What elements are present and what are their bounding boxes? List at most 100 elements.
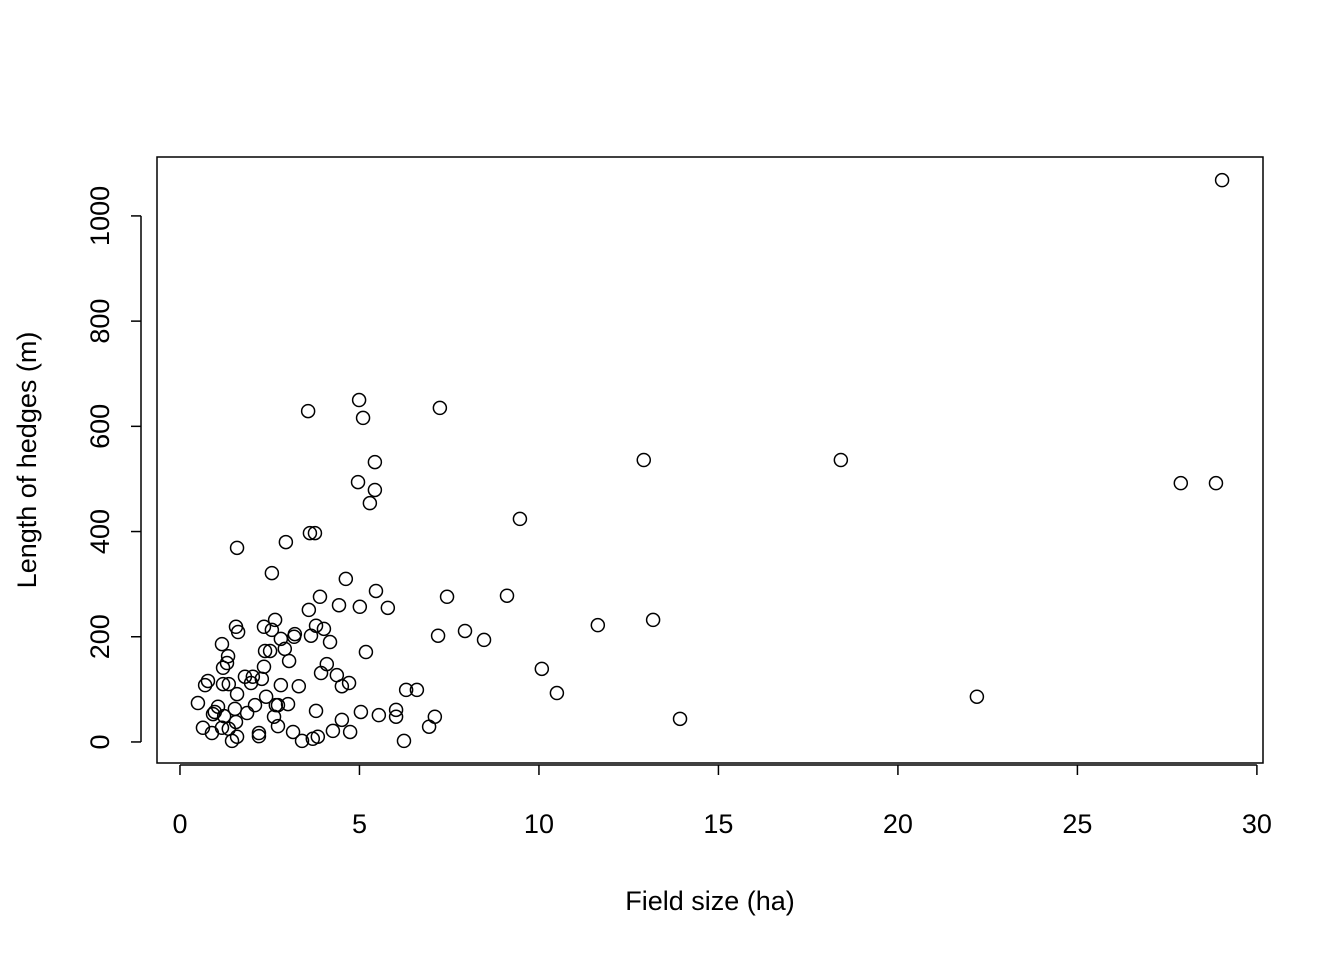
point [229, 540, 245, 556]
x-tick-label: 15 [703, 809, 733, 839]
point [316, 621, 332, 637]
point [251, 725, 267, 741]
point [312, 589, 328, 605]
point [256, 619, 272, 635]
point [302, 525, 318, 541]
point [256, 659, 272, 674]
point [195, 720, 211, 736]
point [197, 677, 213, 693]
point [421, 719, 437, 734]
y-tick-label: 0 [85, 734, 115, 749]
point [190, 695, 206, 711]
x-tick-label: 10 [524, 809, 554, 839]
point [251, 728, 267, 744]
point [512, 511, 528, 527]
point [358, 644, 374, 660]
point [207, 704, 223, 720]
point [367, 454, 383, 470]
point [273, 631, 289, 647]
point [267, 612, 283, 628]
point [329, 667, 345, 683]
x-tick-label: 20 [883, 809, 913, 839]
point [300, 403, 316, 419]
point [308, 703, 324, 719]
point [636, 452, 652, 468]
point [221, 721, 237, 737]
point [285, 724, 301, 740]
point [457, 623, 473, 639]
point [277, 641, 293, 657]
point [549, 685, 565, 701]
point [534, 661, 550, 677]
point [214, 636, 230, 652]
point [352, 599, 368, 615]
point [247, 697, 263, 713]
point [291, 678, 307, 694]
point [307, 525, 323, 541]
x-axis-label: Field size (ha) [625, 886, 795, 916]
x-tick-label: 0 [172, 809, 187, 839]
point [264, 622, 280, 638]
point [215, 676, 231, 692]
point [331, 597, 347, 613]
point [396, 733, 412, 749]
point [1214, 172, 1230, 188]
point [355, 410, 371, 426]
point [432, 400, 448, 416]
point [499, 588, 515, 603]
point [427, 709, 443, 724]
point [268, 697, 284, 713]
point [229, 729, 245, 744]
y-tick-label: 400 [85, 509, 115, 554]
point [262, 643, 278, 659]
point [205, 706, 221, 722]
point [590, 617, 606, 633]
point [833, 452, 849, 468]
point [278, 534, 294, 550]
point [1208, 475, 1224, 491]
point [409, 682, 425, 698]
point [325, 723, 341, 739]
y-tick-label: 1000 [85, 186, 115, 246]
point [303, 628, 319, 643]
point [313, 665, 329, 681]
point [388, 709, 404, 724]
point [239, 705, 255, 721]
point [305, 731, 321, 747]
point [969, 689, 985, 704]
point [281, 653, 297, 669]
point [228, 619, 244, 635]
point [645, 612, 661, 628]
point [338, 571, 354, 587]
point [228, 714, 244, 730]
point [301, 602, 317, 618]
point [371, 707, 387, 723]
point [350, 474, 366, 490]
point [367, 482, 383, 498]
point [221, 676, 237, 692]
x-tick-label: 25 [1062, 809, 1092, 839]
point [380, 600, 396, 616]
y-tick-label: 800 [85, 299, 115, 344]
point [368, 583, 384, 599]
point [200, 673, 216, 689]
y-tick-label: 600 [85, 404, 115, 449]
point [341, 675, 357, 691]
point [237, 669, 253, 684]
x-tick-label: 5 [352, 809, 367, 839]
point [672, 711, 688, 727]
y-axis-label: Length of hedges (m) [12, 332, 42, 589]
y-tick-label: 200 [85, 614, 115, 659]
point [362, 495, 378, 511]
point [245, 669, 261, 684]
point [388, 702, 404, 718]
point [266, 709, 282, 724]
point [294, 733, 310, 749]
point [430, 628, 446, 643]
point [257, 643, 273, 659]
point [215, 660, 231, 676]
plot-box [156, 156, 1264, 764]
point [287, 626, 303, 642]
point [229, 686, 245, 702]
